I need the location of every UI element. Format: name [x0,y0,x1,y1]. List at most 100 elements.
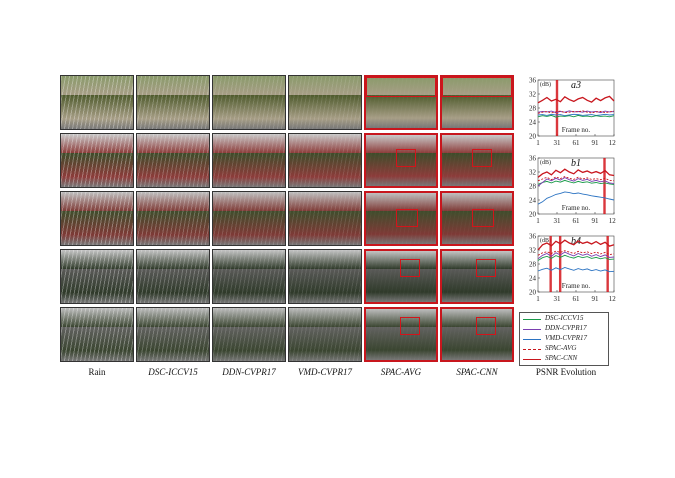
image-sky-region [137,250,209,269]
x-axis-label: Frame no. [562,126,591,134]
grid-image-cell [440,133,514,188]
image-sky-region [61,192,133,211]
image-sky-region [289,76,361,95]
y-tick-label: 20 [529,133,537,141]
series-line-ddn-cvpr17 [537,251,615,260]
series-line-spac-cnn [537,168,615,178]
zoom-highlight-box [396,149,416,167]
image-sky-region [137,134,209,153]
rain-streak-overlay [137,308,209,361]
rain-streak-overlay [213,134,285,187]
legend-swatch [523,329,541,330]
image-ground-region [442,268,512,302]
rain-streak-overlay [137,134,209,187]
x-axis-label: Frame no. [562,282,591,290]
grid-image-cell [136,191,210,246]
zoom-highlight-box [396,209,418,227]
grid-image-cell [60,249,134,304]
column-label-vmd: VMD-CVPR17 [298,367,352,377]
image-ground-region [137,268,209,303]
x-tick-label: 1 [536,139,540,147]
image-ground-region [289,152,361,187]
grid-image-cell [136,133,210,188]
image-ground-region [213,268,285,303]
x-tick-label: 1 [536,217,540,225]
image-sky-region [61,76,133,95]
y-tick-label: 24 [529,197,537,205]
column-label-rain: Rain [88,367,106,377]
image-ground-region [366,152,436,186]
image-ground-region [289,210,361,245]
image-ground-region [213,326,285,361]
rain-streak-overlay [366,77,436,128]
zoom-highlight-box [476,259,496,277]
rain-streak-overlay [61,192,133,245]
grid-image-cell [60,133,134,188]
image-sky-region [61,308,133,327]
comparison-image-grid [60,75,516,365]
grid-image-cell [136,249,210,304]
image-ground-region [366,326,436,360]
rain-streak-overlay [366,193,436,244]
image-sky-region [289,134,361,153]
y-tick-label: 36 [529,233,537,241]
grid-image-cell [440,249,514,304]
grid-image-cell [440,307,514,362]
column-label-spac-cnn: SPAC-CNN [456,367,498,377]
image-sky-region [289,250,361,269]
x-tick-label: 91 [592,295,600,303]
legend-item: DDN-CVPR17 [523,324,607,334]
rain-streak-overlay [366,135,436,186]
image-sky-region [213,134,285,153]
y-tick-label: 20 [529,289,537,297]
image-sky-region [289,308,361,327]
image-ground-region [213,94,285,129]
grid-image-cell [440,191,514,246]
zoom-highlight-box [400,259,420,277]
series-line-dsc-iccv15 [537,254,615,261]
series-line-spac-cnn [537,95,615,104]
legend-label: SPAC-AVG [545,344,577,352]
rain-streak-overlay [289,134,361,187]
image-ground-region [289,326,361,361]
image-ground-region [61,152,133,187]
image-sky-region [137,308,209,327]
image-ground-region [442,326,512,360]
image-sky-region [61,134,133,153]
x-tick-label: 31 [554,139,562,147]
image-ground-region [366,210,436,244]
y-tick-label: 28 [529,183,537,191]
rain-streak-overlay [289,192,361,245]
series-line-spac-avg [537,110,615,114]
y-tick-label: 32 [529,169,537,177]
image-ground-region [137,152,209,187]
image-sky-region [442,77,512,95]
grid-image-cell [212,249,286,304]
image-ground-region [442,94,512,128]
grid-image-cell [288,75,362,130]
image-ground-region [137,210,209,245]
image-sky-region [213,308,285,327]
x-tick-label: 61 [573,295,581,303]
rain-streak-overlay [213,308,285,361]
grid-image-cell [60,307,134,362]
x-tick-label: 61 [573,217,581,225]
image-sky-region [442,135,512,153]
zoom-highlight-box [366,77,436,97]
rain-streak-overlay [61,76,133,129]
image-ground-region [213,210,285,245]
series-line-vmd-cvpr17 [537,267,615,273]
series-line-vmd-cvpr17 [537,113,615,117]
y-unit-label: (dB) [540,237,551,244]
grid-image-cell [364,191,438,246]
zoom-highlight-box [472,209,494,227]
legend-item: SPAC-AVG [523,344,607,354]
psnr-evolution-label: PSNR Evolution [535,367,597,377]
y-tick-label: 32 [529,91,537,99]
grid-image-cell [364,133,438,188]
legend-swatch [523,349,541,350]
image-sky-region [213,76,285,95]
image-sky-region [366,135,436,153]
y-unit-label: (dB) [540,81,551,88]
grid-image-cell [440,75,514,130]
